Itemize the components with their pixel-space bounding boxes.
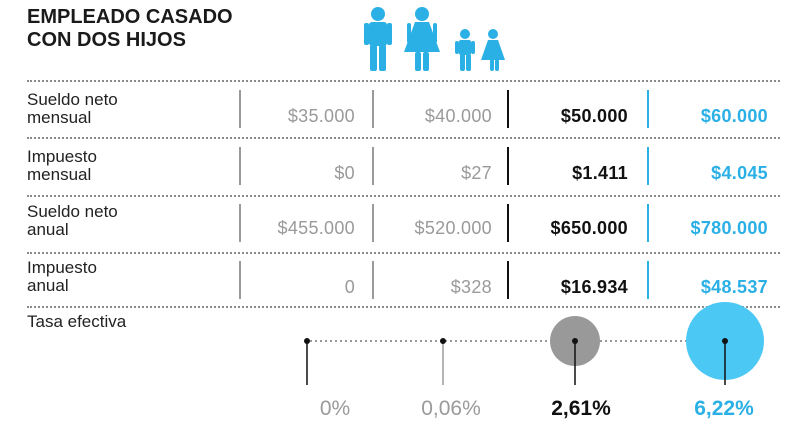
value-col-1: 0	[344, 277, 355, 297]
divider	[27, 137, 780, 139]
row-label: Impuesto mensual	[27, 148, 97, 184]
rate-dot-3	[572, 338, 578, 344]
row-label-line-1: Sueldo neto	[27, 202, 118, 221]
column-separator	[647, 204, 649, 242]
column-separator	[372, 147, 374, 185]
column-separator	[372, 204, 374, 242]
row-label-line-1: Impuesto	[27, 258, 97, 277]
value-col-4: $60.000	[700, 106, 768, 126]
value-col-2: $27	[461, 163, 492, 183]
value-col-2: $520.000	[414, 218, 492, 238]
rate-value-3: 2,61%	[551, 397, 611, 420]
column-separator	[239, 90, 241, 128]
row-label-line-2: mensual	[27, 165, 92, 184]
row-sueldo-anual: Sueldo neto anual $455.000 $520.000 $650…	[27, 202, 780, 252]
row-label-line-2: anual	[27, 276, 69, 295]
column-separator	[507, 90, 509, 128]
title-line-1: EMPLEADO CASADO	[27, 6, 233, 28]
value-col-1: $455.000	[277, 218, 355, 238]
row-impuesto-anual: Impuesto anual 0 $328 $16.934 $48.537	[27, 259, 780, 309]
rate-value-4: 6,22%	[694, 397, 754, 420]
column-separator	[507, 147, 509, 185]
rate-label: Tasa efectiva	[27, 312, 127, 331]
row-label-line-2: anual	[27, 220, 69, 239]
column-separator	[507, 261, 509, 299]
divider	[27, 195, 780, 197]
divider	[27, 252, 780, 254]
value-col-3: $1.411	[572, 163, 628, 183]
row-label-line-1: Sueldo neto	[27, 90, 118, 109]
column-separator	[239, 261, 241, 299]
column-separator	[239, 147, 241, 185]
value-col-1: $0	[334, 163, 355, 183]
title-line-2: CON DOS HIJOS	[27, 29, 186, 51]
value-col-2: $40.000	[424, 106, 492, 126]
value-col-2: $328	[450, 277, 492, 297]
value-col-1: $35.000	[287, 106, 355, 126]
value-col-3: $650.000	[550, 218, 628, 238]
row-label-line-1: Impuesto	[27, 147, 97, 166]
column-separator	[507, 204, 509, 242]
column-separator	[647, 90, 649, 128]
rate-dot-2	[440, 338, 446, 344]
value-col-3: $50.000	[560, 106, 628, 126]
column-separator	[647, 261, 649, 299]
column-separator	[372, 90, 374, 128]
row-impuesto-mensual: Impuesto mensual $0 $27 $1.411 $4.045	[27, 145, 780, 195]
row-sueldo-mensual: Sueldo neto mensual $35.000 $40.000 $50.…	[27, 88, 780, 138]
divider	[27, 80, 780, 82]
row-label: Sueldo neto anual	[27, 203, 118, 239]
rate-dot-4	[722, 338, 728, 344]
value-col-3: $16.934	[560, 277, 628, 297]
value-col-4: $48.537	[700, 277, 768, 297]
column-separator	[372, 261, 374, 299]
value-col-4: $780.000	[690, 218, 768, 238]
row-label: Impuesto anual	[27, 259, 97, 295]
row-label-line-2: mensual	[27, 108, 92, 127]
value-col-4: $4.045	[711, 163, 768, 183]
family-icon	[364, 7, 505, 71]
rate-dot-1	[304, 338, 310, 344]
column-separator	[239, 204, 241, 242]
page-title: EMPLEADO CASADO CON DOS HIJOS	[27, 6, 233, 52]
column-separator	[647, 147, 649, 185]
divider	[27, 306, 780, 308]
row-label: Sueldo neto mensual	[27, 91, 118, 127]
rate-value-1: 0%	[319, 397, 351, 420]
rate-value-2: 0,06%	[421, 397, 481, 420]
